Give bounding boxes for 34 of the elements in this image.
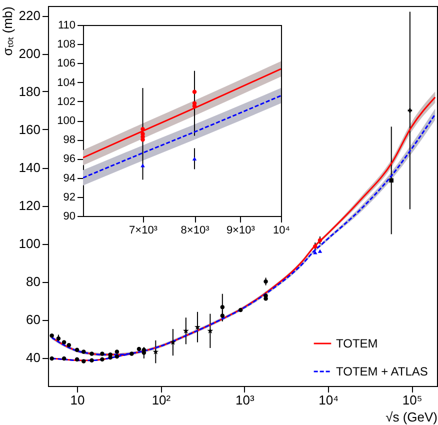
x-tick-label: 10⁵ <box>402 392 422 408</box>
y-tick-label: 80 <box>26 274 40 289</box>
y-tick-label: 96 <box>63 153 76 166</box>
y-tick-label: 104 <box>57 76 76 89</box>
x-tick-label: 10⁴ <box>273 224 290 236</box>
y-tick-label: 110 <box>58 20 76 32</box>
x-tick-label: 7×10³ <box>129 224 158 236</box>
y-tick-label: 98 <box>63 134 76 146</box>
y-tick-label: 100 <box>18 236 40 251</box>
y-tick-label: 100 <box>57 115 76 127</box>
x-axis-title: √s (GeV) <box>386 410 438 424</box>
y-tick-label: 60 <box>26 312 40 327</box>
y-tick-label: 94 <box>63 172 76 184</box>
y-tick-label: 92 <box>63 191 76 204</box>
y-tick-label: 160 <box>18 122 40 137</box>
y-tick-label: 120 <box>18 198 40 213</box>
x-tick-label: 8×10³ <box>180 224 210 236</box>
y-axis-title: σₜₒₜ (mb) <box>0 6 15 56</box>
legend-label: TOTEM <box>336 336 378 350</box>
legend-label: TOTEM + ATLAS <box>336 364 428 378</box>
y-tick-label: 180 <box>18 84 40 99</box>
y-tick-label: 108 <box>57 38 76 51</box>
y-tick-label: 140 <box>18 160 40 175</box>
x-tick-label: 9×10³ <box>226 224 256 236</box>
x-tick-label: 10 <box>70 392 85 408</box>
x-tick-label: 10³ <box>236 392 255 408</box>
y-tick-label: 220 <box>18 8 40 23</box>
y-tick-label: 90 <box>63 210 76 222</box>
x-tick-label: 10² <box>152 392 172 408</box>
x-tick-label: 10⁴ <box>318 392 339 408</box>
y-tick-label: 200 <box>18 46 40 61</box>
y-tick-label: 106 <box>57 58 76 70</box>
y-tick-label: 102 <box>57 96 76 108</box>
y-tick-label: 40 <box>26 350 40 365</box>
